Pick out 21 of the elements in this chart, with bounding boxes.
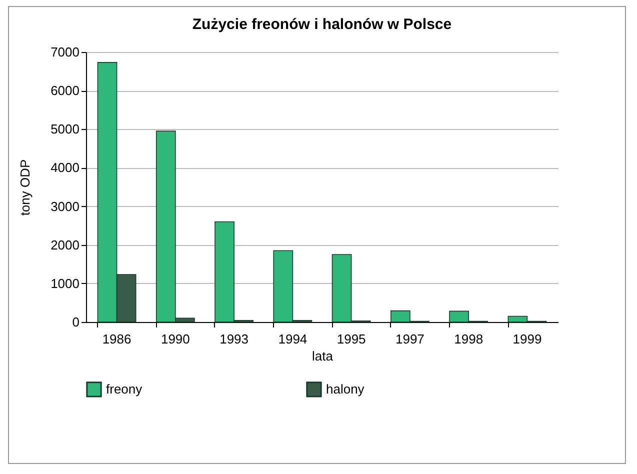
legend-label: halony	[326, 381, 365, 396]
x-tick-label: 1999	[512, 332, 542, 346]
y-tick-label: 4000	[50, 160, 80, 176]
x-tick-label: 1997	[395, 332, 424, 346]
x-tick-label: 1990	[160, 332, 190, 346]
y-tick-label: 5000	[50, 122, 80, 137]
legend-label: freony	[106, 381, 143, 396]
y-tick-label: 6000	[50, 83, 80, 98]
x-tick-label: 1986	[102, 332, 132, 346]
x-tick-label: 1995	[336, 332, 366, 346]
y-tick-label: 2000	[50, 237, 80, 252]
y-tick-label: 0	[72, 314, 80, 330]
y-tick-label: 1000	[50, 276, 80, 291]
y-tick-label: 3000	[50, 198, 80, 214]
y-axis-title: tony ODP	[18, 159, 33, 216]
x-tick-label: 1994	[278, 332, 308, 346]
chart-title: Zużycie freonów i halonów w Polsce	[192, 16, 452, 33]
y-tick-label: 7000	[50, 44, 80, 60]
x-axis-title: lata	[312, 348, 334, 364]
x-tick-label: 1998	[454, 332, 484, 346]
x-tick-label: 1993	[220, 332, 249, 346]
